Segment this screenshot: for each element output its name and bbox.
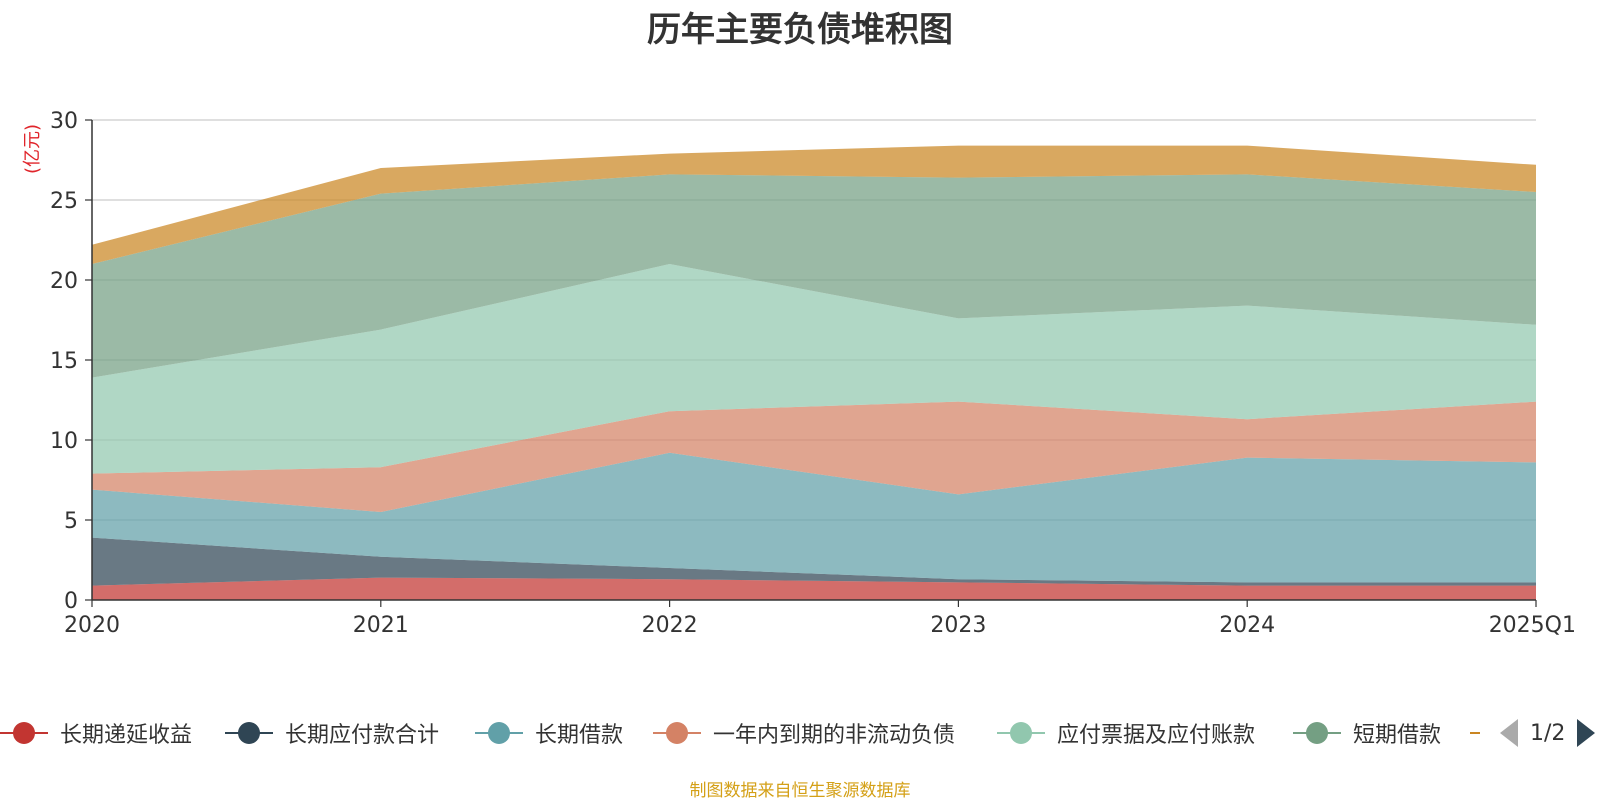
- x-tick-label: 2025Q1: [1489, 613, 1576, 638]
- legend-label: 长期借款: [535, 723, 624, 748]
- x-tick-label: 2023: [930, 613, 986, 638]
- legend-item-current-noncurrent-liabilities[interactable]: 一年内到期的非流动负债: [653, 713, 955, 753]
- y-tick-label: 15: [50, 349, 78, 374]
- chart-title: 历年主要负债堆积图: [647, 10, 953, 50]
- legend-item-long-term-deferred-income[interactable]: 长期递延收益: [0, 713, 192, 753]
- axes: 0 5 10 15 20 25 30 2020 2021 2022 2023 2024 2025Q1: [50, 109, 1576, 638]
- area-series-长期递延收益[interactable]: [92, 577, 1536, 600]
- y-tick-label: 20: [50, 269, 78, 294]
- legend-item-notes-accounts-payable[interactable]: 应付票据及应付账款: [997, 713, 1255, 753]
- area-series-一年内到期的非流动负债[interactable]: [92, 401, 1536, 512]
- area-series-长期应付款合计[interactable]: [92, 537, 1536, 586]
- legend-item-short-term-loans[interactable]: 短期借款: [1293, 713, 1441, 753]
- area-series: [92, 145, 1536, 600]
- legend-overflow-symbol: [1470, 732, 1480, 734]
- legend-symbol: [0, 720, 48, 746]
- x-tick-label: 2024: [1219, 613, 1275, 638]
- legend-symbol: [475, 720, 523, 746]
- legend-symbol: [653, 720, 701, 746]
- y-tick-label: 30: [50, 109, 78, 134]
- x-tick-label: 2022: [642, 613, 698, 638]
- y-tick-label: 5: [64, 509, 78, 534]
- legend-label: 短期借款: [1353, 723, 1442, 748]
- legend-prev-page-icon[interactable]: [1500, 719, 1518, 747]
- legend-item-long-term-loans[interactable]: 长期借款: [475, 713, 623, 753]
- y-tick-label: 0: [64, 589, 78, 614]
- area-series-长期借款[interactable]: [92, 452, 1536, 583]
- legend-item-overflow[interactable]: [1470, 713, 1480, 753]
- data-source-note: 制图数据来自恒生聚源数据库: [689, 781, 911, 801]
- legend-next-page-icon[interactable]: [1577, 719, 1596, 747]
- stacked-area-chart: 0 5 10 15 20 25 30 2020 2021 2022 2023 2024 2025Q1: [50, 109, 1576, 638]
- legend-item-long-term-payables[interactable]: 长期应付款合计: [225, 713, 439, 753]
- y-tick-label: 25: [50, 189, 78, 214]
- area-series-短期借款[interactable]: [92, 174, 1536, 378]
- legend-label: 一年内到期的非流动负债: [713, 723, 956, 748]
- legend-label: 长期应付款合计: [285, 723, 440, 748]
- legend-label: 应付票据及应付账款: [1057, 723, 1256, 748]
- x-tick-label: 2021: [353, 613, 409, 638]
- area-series-其他[interactable]: [92, 145, 1536, 264]
- legend-symbol: [997, 720, 1045, 746]
- area-series-应付票据及应付账款[interactable]: [92, 264, 1536, 474]
- y-tick-label: 10: [50, 429, 78, 454]
- x-tick-label: 2020: [64, 613, 120, 638]
- legend: 长期递延收益 长期应付款合计 长期借款 一年内到期的非流动负债 应付票据及应付账…: [0, 713, 1600, 753]
- legend-label: 长期递延收益: [60, 723, 193, 748]
- legend-symbol: [225, 720, 273, 746]
- legend-pager: 1/2: [1500, 713, 1596, 753]
- legend-symbol: [1293, 720, 1341, 746]
- legend-page-indicator: 1/2: [1530, 720, 1566, 746]
